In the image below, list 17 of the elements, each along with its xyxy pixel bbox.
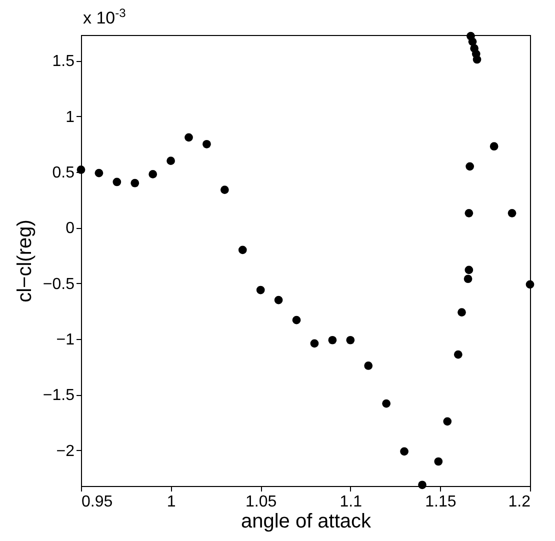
x-tick-label: 1.15 <box>425 494 456 510</box>
y-tick-label: −1 <box>56 332 75 349</box>
x-tick-label: 0.95 <box>82 494 113 510</box>
x-tick-label: 1.2 <box>508 494 531 510</box>
y-tick-label: 0 <box>66 220 75 238</box>
y-tick-label: 1 <box>66 108 75 126</box>
x-tick-label: 1.05 <box>246 494 277 510</box>
x-axis-title: angle of attack <box>240 510 372 532</box>
text: x 10$^{-3}$ <box>83 6 126 29</box>
y-tick-label: −2 <box>56 442 75 460</box>
y-tick-label: 1.5 <box>52 53 75 70</box>
y-tick-label: −0.5 <box>42 276 75 293</box>
y-tick-label: 0.5 <box>52 164 75 182</box>
y-tick-label: −1.5 <box>42 387 75 404</box>
x-tick-label: 1.1 <box>340 494 362 510</box>
y-axis-title: cl−cl(reg) <box>14 220 36 302</box>
x-tick-label: 1 <box>166 494 176 510</box>
